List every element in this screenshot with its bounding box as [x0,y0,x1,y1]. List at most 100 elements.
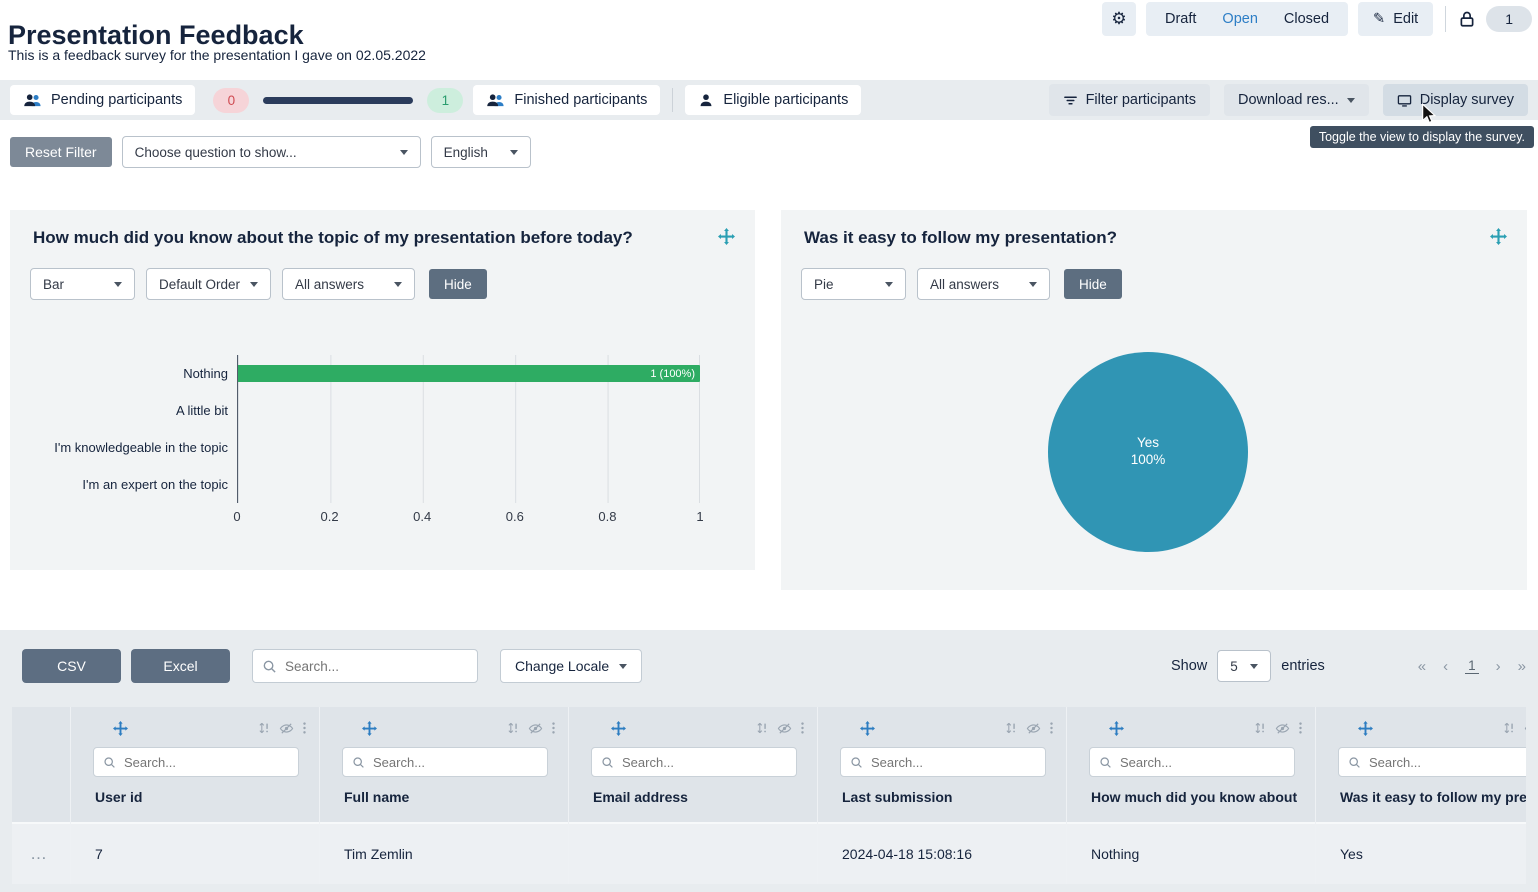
results-table-section: CSV Excel Change Locale Show 5 entries «… [0,630,1538,892]
chevron-down-icon [1029,281,1037,287]
x-tick: 0 [233,509,241,524]
global-search-input[interactable] [252,649,478,683]
status-draft[interactable]: Draft [1165,11,1197,27]
search-icon [1099,754,1112,772]
column-email-address: Email address [568,707,817,884]
column-title: How much did you know about [1091,789,1298,805]
column-search-input[interactable] [93,747,299,777]
column-sort-icon[interactable] [755,721,769,735]
finished-participants-button[interactable]: Finished participants [473,85,661,115]
last-page-button[interactable]: » [1517,657,1526,675]
chevron-down-icon [509,149,518,155]
table-cell [569,822,817,884]
row-expander-button[interactable]: … [30,844,49,863]
chart-order-select[interactable]: Default Order [146,268,271,300]
page-size-select[interactable]: 5 [1217,650,1272,682]
column-sort-icon[interactable] [1253,721,1267,735]
next-page-button[interactable]: › [1495,657,1501,675]
hide-column-icon[interactable] [1275,721,1290,736]
hide-chart-button[interactable]: Hide [1064,269,1122,299]
column-question-2: Was it easy to follow my pres Yes [1315,707,1526,884]
column-menu-icon[interactable] [1298,721,1303,735]
first-page-button[interactable]: « [1417,657,1427,675]
status-open[interactable]: Open [1222,11,1258,27]
status-closed[interactable]: Closed [1283,11,1330,27]
display-survey-button[interactable]: Display survey [1382,84,1528,116]
chevron-down-icon [1346,97,1355,103]
hide-column-icon[interactable] [279,721,294,736]
column-menu-icon[interactable] [551,721,556,735]
session-count-badge: 1 [1486,6,1532,32]
settings-button[interactable]: ⚙ [1102,2,1136,36]
chart-controls: Bar Default Order All answers Hide [30,268,487,300]
column-title: Email address [593,789,688,805]
column-search-input[interactable] [1338,747,1526,777]
hide-chart-button[interactable]: Hide [429,269,487,299]
column-title: Full name [344,789,410,805]
column-search-input[interactable] [342,747,548,777]
chart-answers-select[interactable]: All answers [282,268,415,300]
bar-chart-panel: How much did you know about the topic of… [10,210,755,570]
column-sort-icon[interactable] [1004,721,1018,735]
column-sort-icon[interactable] [1502,721,1516,735]
column-move-icon[interactable] [611,721,626,736]
x-tick: 0.2 [320,509,339,524]
column-sort-icon[interactable] [257,721,271,735]
download-results-dropdown[interactable]: Download res... [1223,84,1369,116]
x-tick: 1 [696,509,704,524]
hide-column-icon[interactable] [528,721,543,736]
table-cell: Nothing [1067,822,1315,884]
change-locale-select[interactable]: Change Locale [500,649,643,683]
column-menu-icon[interactable] [302,721,307,735]
reset-filter-button[interactable]: Reset Filter [10,137,112,167]
chart-answers-select[interactable]: All answers [917,268,1050,300]
gear-icon: ⚙ [1111,9,1127,28]
chevron-down-icon [885,281,893,287]
move-widget-icon[interactable] [718,228,735,246]
table-cell: 2024-04-18 15:08:16 [818,822,1066,884]
prev-page-button[interactable]: ‹ [1443,657,1449,675]
chart-question-title: Was it easy to follow my presentation? [804,228,1117,247]
question-select[interactable]: Choose question to show... [121,136,421,168]
column-search-input[interactable] [1089,747,1295,777]
pending-participants-button[interactable]: Pending participants [10,85,196,115]
excel-export-button[interactable]: Excel [131,649,230,683]
eligible-participants-button[interactable]: Eligible participants [685,85,862,115]
search-icon [601,754,614,772]
column-move-icon[interactable] [1109,721,1124,736]
hide-column-icon[interactable] [1026,721,1041,736]
column-move-icon[interactable] [860,721,875,736]
page-number[interactable]: 1 [1465,658,1479,674]
show-label: Show [1170,658,1208,674]
hide-column-icon[interactable] [1524,721,1526,736]
toolbar-right-actions: Filter participants Download res... Disp… [1048,84,1528,116]
column-sort-icon[interactable] [506,721,520,735]
chevron-down-icon [394,281,402,287]
x-tick: 0.6 [505,509,524,524]
language-select[interactable]: English [430,136,531,168]
chart-type-select[interactable]: Pie [801,268,906,300]
pie-chart-panel: Was it easy to follow my presentation? P… [781,210,1527,590]
lock-icon[interactable] [1458,10,1476,28]
move-widget-icon[interactable] [1490,228,1507,246]
bar-chart-plot-area: 1 (100%) [237,355,700,503]
column-move-icon[interactable] [1358,721,1373,736]
column-question-1: How much did you know about Nothing [1066,707,1315,884]
hide-column-icon[interactable] [777,721,792,736]
column-last-submission: Last submission 2024-04-18 15:08:16 [817,707,1066,884]
category-label: Nothing [183,366,228,381]
csv-export-button[interactable]: CSV [22,649,121,683]
column-search-input[interactable] [840,747,1046,777]
filter-icon [1063,93,1078,108]
column-title: Was it easy to follow my pres [1340,789,1526,805]
column-menu-icon[interactable] [800,721,805,735]
column-move-icon[interactable] [113,721,128,736]
filter-participants-button[interactable]: Filter participants [1048,84,1210,116]
edit-button[interactable]: ✎ Edit [1358,2,1434,36]
column-menu-icon[interactable] [1049,721,1054,735]
chart-type-select[interactable]: Bar [30,268,135,300]
column-search-input[interactable] [591,747,797,777]
column-title: User id [95,789,143,805]
column-move-icon[interactable] [362,721,377,736]
table-row-expander-cell: … [12,822,70,884]
